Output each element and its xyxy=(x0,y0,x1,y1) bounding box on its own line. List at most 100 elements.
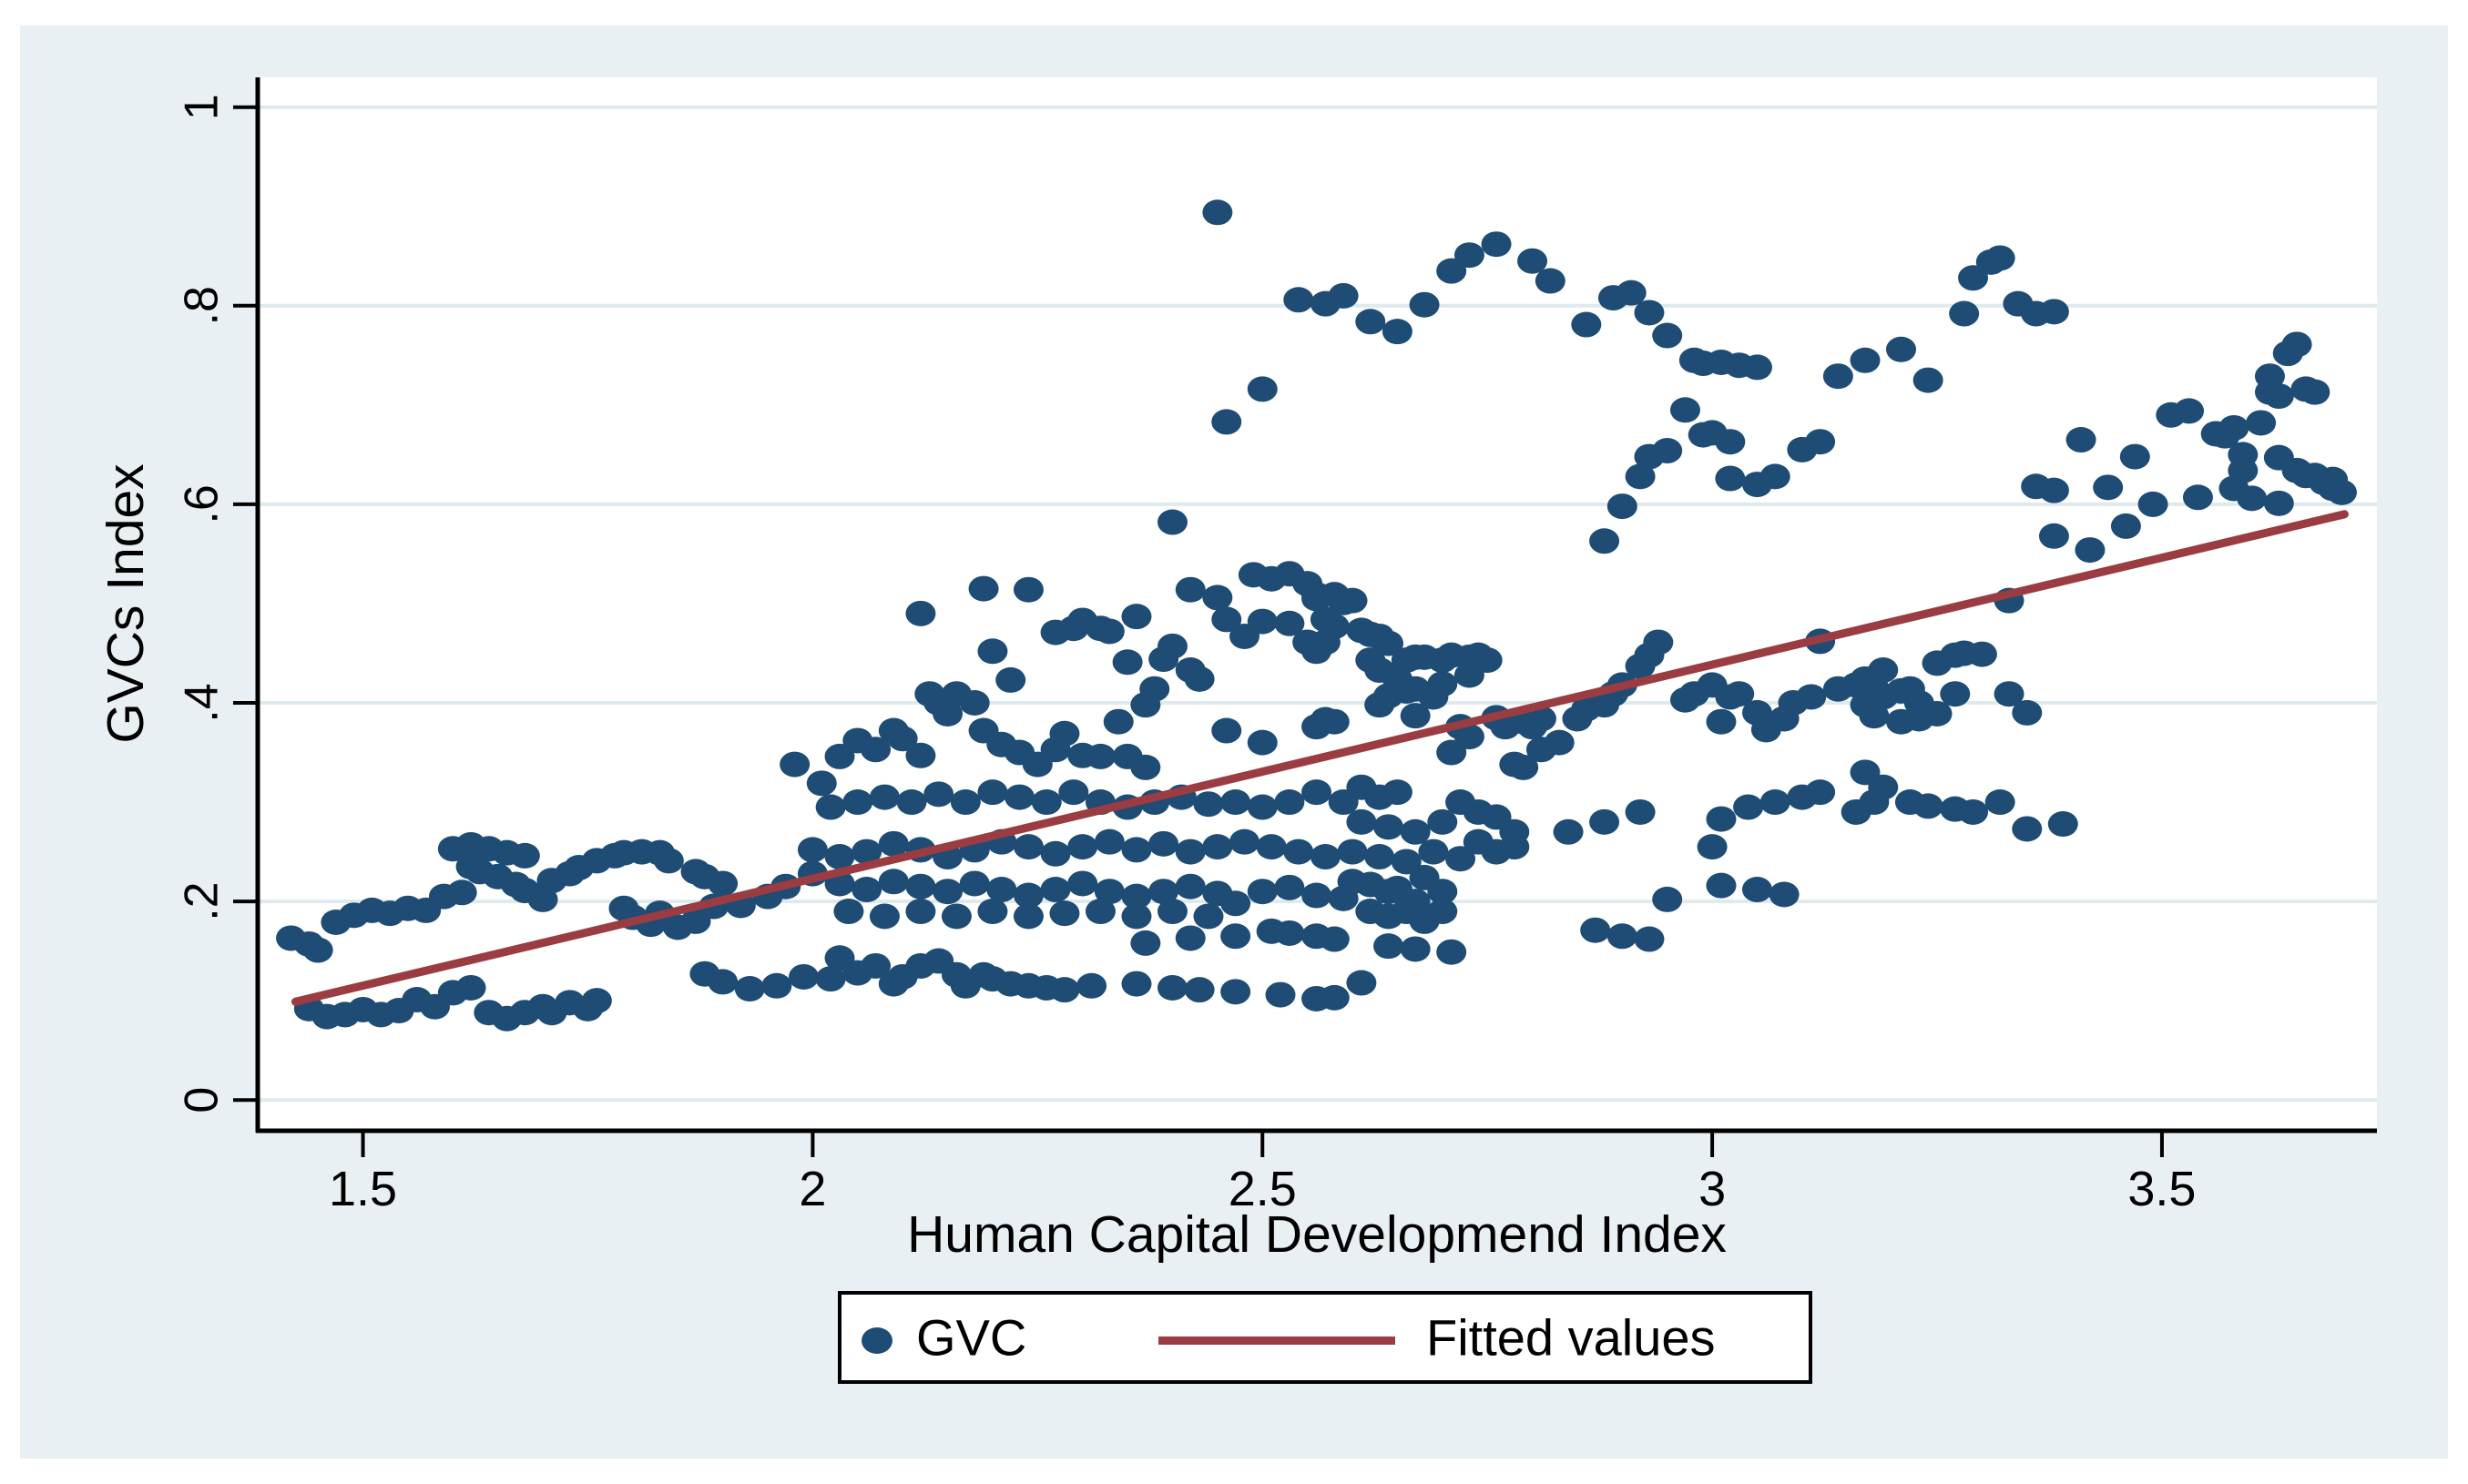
scatter-point xyxy=(1436,939,1467,965)
scatter-point xyxy=(1453,724,1484,750)
scatter-point xyxy=(1436,739,1467,766)
scatter-point xyxy=(1850,347,1881,373)
scatter-point xyxy=(852,839,882,865)
scatter-point xyxy=(1652,438,1683,464)
scatter-point xyxy=(1625,463,1656,490)
scatter-point xyxy=(1049,720,1080,747)
scatter-point xyxy=(2047,811,2078,838)
legend-label-gvc: GVC xyxy=(916,1308,1027,1367)
scatter-point xyxy=(1634,300,1665,326)
scatter-point xyxy=(1175,925,1206,951)
scatter-point xyxy=(2137,491,2168,517)
scatter-point xyxy=(959,870,990,897)
scatter-point xyxy=(861,952,892,979)
scatter-point xyxy=(1121,837,1152,863)
scatter-point xyxy=(806,770,837,797)
scatter-point xyxy=(1247,879,1278,905)
scatter-point xyxy=(950,789,981,816)
scatter-point xyxy=(1085,743,1116,769)
scatter-point xyxy=(1805,429,1836,455)
scatter-point xyxy=(861,737,892,763)
scatter-point xyxy=(1058,779,1089,806)
scatter-point xyxy=(905,873,936,900)
scatter-point xyxy=(1355,309,1386,335)
scatter-point xyxy=(933,879,964,905)
scatter-point xyxy=(824,844,855,870)
scatter-point xyxy=(1220,979,1251,1005)
scatter-point xyxy=(1643,629,1674,656)
x-axis-title: Human Capital Developmend Index xyxy=(907,1205,1727,1264)
scatter-point xyxy=(1301,882,1332,909)
scatter-point xyxy=(1013,882,1044,909)
scatter-point xyxy=(1328,282,1359,309)
scatter-point xyxy=(1274,610,1305,636)
scatter-point xyxy=(1094,828,1125,855)
scatter-point xyxy=(1535,268,1565,294)
scatter-point xyxy=(1445,846,1476,872)
y-tick-label: .6 xyxy=(176,484,229,523)
scatter-point xyxy=(455,974,486,1001)
scatter-point xyxy=(1400,703,1431,729)
scatter-point xyxy=(1453,662,1484,688)
scatter-point xyxy=(1310,844,1341,870)
scatter-point xyxy=(446,879,477,906)
scatter-point xyxy=(653,848,684,874)
scatter-point xyxy=(1984,789,2015,816)
scatter-point xyxy=(1229,828,1259,855)
scatter-point xyxy=(1966,641,1997,667)
scatter-point xyxy=(509,842,540,869)
scatter-point xyxy=(1283,839,1314,865)
scatter-point xyxy=(878,830,909,857)
scatter-point xyxy=(869,784,900,810)
y-tick-label: .4 xyxy=(176,683,229,722)
scatter-point xyxy=(1805,779,1836,806)
scatter-point xyxy=(1067,834,1098,860)
scatter-point xyxy=(1265,981,1296,1008)
scatter-point xyxy=(1733,794,1764,820)
scatter-point xyxy=(2263,383,2294,410)
scatter-point xyxy=(1652,322,1683,349)
scatter-point xyxy=(1193,791,1224,818)
y-tick-label: .8 xyxy=(176,286,229,325)
scatter-point xyxy=(2038,299,2069,325)
scatter-point xyxy=(1373,933,1404,960)
scatter-point xyxy=(2174,398,2205,424)
x-tick-label: 3 xyxy=(1698,1162,1726,1216)
scatter-point xyxy=(1292,629,1323,656)
scatter-point xyxy=(1669,397,1700,423)
scatter-point xyxy=(1130,692,1161,718)
scatter-point xyxy=(1076,972,1107,999)
scatter-point xyxy=(842,789,873,816)
scatter-point xyxy=(1148,830,1179,857)
scatter-point xyxy=(1094,618,1125,645)
scatter-point xyxy=(2182,484,2213,511)
scatter-point xyxy=(1202,199,1233,226)
scatter-point xyxy=(1427,671,1458,697)
scatter-point xyxy=(933,700,964,727)
scatter-point xyxy=(1337,587,1368,614)
scatter-point xyxy=(1373,630,1404,656)
scatter-point xyxy=(1382,319,1412,345)
scatter-point xyxy=(1067,870,1098,897)
scatter-point xyxy=(1346,970,1377,996)
scatter-point xyxy=(1606,493,1637,520)
scatter-point xyxy=(1544,729,1575,756)
x-tick-label: 3.5 xyxy=(2127,1162,2196,1216)
scatter-point xyxy=(1121,971,1152,997)
scatter-point xyxy=(1652,886,1683,912)
scatter-point xyxy=(1922,700,1953,727)
scatter-point xyxy=(1373,814,1404,840)
scatter-point xyxy=(1247,608,1278,635)
scatter-point xyxy=(1040,877,1071,903)
y-tick-label: .2 xyxy=(176,881,229,920)
scatter-point xyxy=(1130,930,1161,956)
scatter-point xyxy=(2281,331,2312,358)
y-axis-title: GVCs Index xyxy=(97,463,155,744)
scatter-point xyxy=(2263,490,2294,516)
scatter-point xyxy=(1103,708,1134,735)
scatter-point xyxy=(1013,834,1044,860)
scatter-point xyxy=(2038,477,2069,503)
scatter-point xyxy=(1211,717,1242,744)
scatter-point xyxy=(1148,879,1179,905)
